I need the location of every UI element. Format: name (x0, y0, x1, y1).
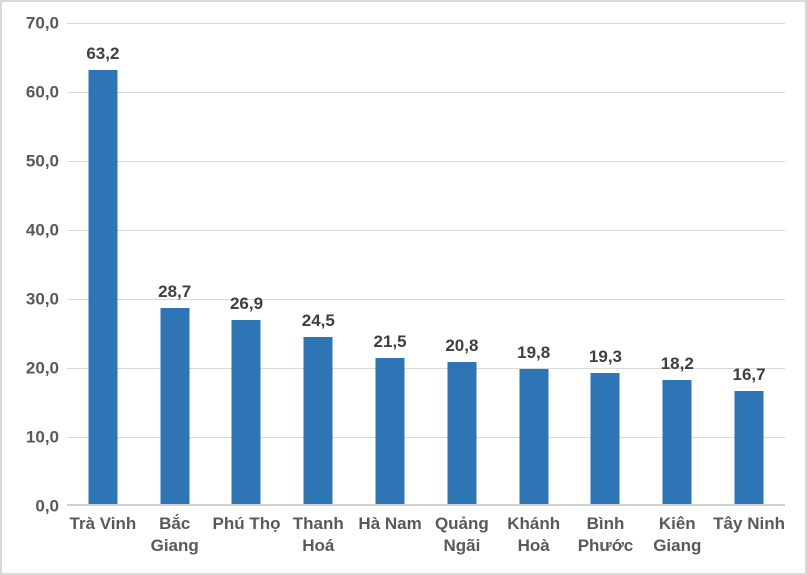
bar-cell: 63,2 (67, 23, 139, 506)
gridline (67, 230, 785, 232)
bar-value-label: 26,9 (229, 294, 264, 314)
bar-7 (590, 372, 620, 506)
bar-4 (375, 357, 405, 506)
bar-cell: 18,2 (641, 23, 713, 506)
x-category-label: Quảng Ngãi (434, 514, 489, 555)
bar-cell: 20,8 (426, 23, 498, 506)
bar-3 (303, 336, 333, 506)
gridline (67, 437, 785, 439)
bar-value-label: 28,7 (158, 281, 192, 301)
bar-2 (231, 320, 261, 506)
bar-value-label: 20,8 (445, 336, 479, 356)
bar-0 (88, 69, 118, 506)
bar-1 (160, 307, 190, 506)
bar-cell: 24,5 (282, 23, 354, 506)
bar-6 (519, 369, 549, 506)
bar-cell: 21,5 (354, 23, 426, 506)
gridline (67, 368, 785, 370)
bar-cell: 26,9 (211, 23, 283, 506)
bar-value-label: 18,2 (660, 354, 694, 374)
x-category-label: Bình Phước (577, 514, 634, 555)
y-tick-label: 40,0 (25, 220, 59, 240)
y-tick-label: 20,0 (25, 358, 59, 378)
y-tick-label: 70,0 (25, 13, 59, 33)
x-category-label: Khánh Hoà (507, 514, 561, 555)
bar-value-label: 16,7 (732, 364, 766, 384)
bar-value-label: 63,2 (86, 43, 120, 63)
bar-value-label: 21,5 (373, 331, 407, 351)
bar-value-label: 24,5 (301, 310, 335, 330)
bar-cell: 28,7 (139, 23, 211, 506)
y-tick-label: 50,0 (25, 151, 59, 171)
y-axis: 0,0 10,0 20,0 30,0 40,0 50,0 60,0 70,0 (2, 15, 59, 515)
x-category-label: Hà Nam (358, 514, 422, 533)
plot-area: 63,2 28,7 26,9 24,5 21,5 20,8 19,8 19,3 18,2 16,7 (67, 23, 785, 506)
y-tick-label: 60,0 (25, 82, 59, 102)
x-axis: Trà Vinh Bắc Giang Phú Thọ Thanh Hoá Hà Nam Q… (67, 513, 785, 557)
x-category-label: Bắc Giang (150, 514, 199, 555)
bar-cell: 19,3 (570, 23, 642, 506)
bar-cell: 19,8 (498, 23, 570, 506)
gridline (67, 299, 785, 300)
y-tick-label: 0,0 (35, 496, 59, 516)
bar-value-label: 19,3 (588, 346, 623, 366)
x-category-label: Thanh Hoá (292, 514, 344, 555)
x-category-label: Tây Ninh (713, 514, 785, 533)
gridline (67, 92, 785, 93)
y-tick-label: 10,0 (25, 427, 59, 447)
x-axis-line (67, 504, 785, 506)
y-tick-label: 30,0 (25, 289, 59, 309)
x-category-label: Kiên Giang (653, 514, 702, 555)
bars-layer: 63,2 28,7 26,9 24,5 21,5 20,8 19,8 19,3 18,2 16,7 (67, 23, 785, 506)
bar-cell: 16,7 (713, 23, 785, 506)
gridline (67, 23, 785, 24)
bar-9 (734, 390, 764, 506)
gridline (67, 161, 785, 162)
x-category-label: Phú Thọ (212, 514, 281, 533)
x-category-label: Trà Vinh (69, 514, 137, 533)
bar-5 (447, 362, 477, 506)
bar-8 (662, 380, 692, 506)
bar-value-label: 19,8 (517, 343, 551, 363)
